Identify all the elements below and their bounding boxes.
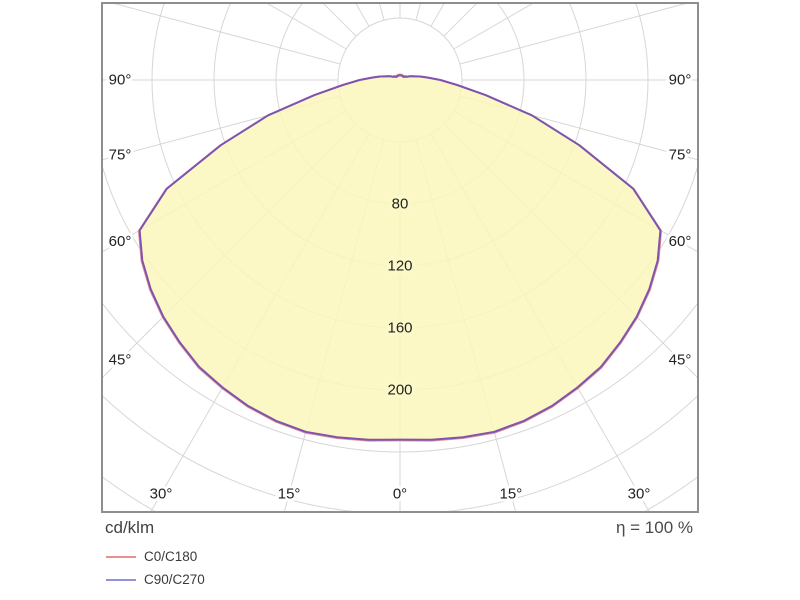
angle-label-left: 75° (109, 147, 132, 164)
grid-spoke (265, 3, 347, 50)
grid-spoke (453, 3, 535, 50)
radial-tick-label: 160 (387, 320, 412, 337)
units-label: cd/klm (105, 518, 155, 537)
angle-label-bottom: 0° (393, 486, 407, 503)
angle-label-bottom: 15° (278, 486, 301, 503)
grid-spoke (322, 3, 357, 37)
legend: C0/C180 C90/C270 (106, 548, 205, 594)
legend-swatch-c90-c270 (106, 578, 136, 581)
angle-label-right: 90° (669, 72, 692, 89)
grid-spoke (102, 95, 341, 161)
angle-label-left: 60° (109, 233, 132, 250)
angle-label-bottom: 15° (500, 486, 523, 503)
radial-tick-label: 200 (387, 382, 412, 399)
efficiency-label: η = 100 % (615, 518, 693, 537)
grid-spoke (459, 95, 698, 161)
angle-label-left: 90° (109, 72, 132, 89)
legend-label-c0-c180: C0/C180 (144, 548, 198, 564)
legend-swatch-c0-c180 (106, 555, 136, 558)
angle-label-right: 45° (669, 352, 692, 369)
grid-spoke (443, 3, 478, 37)
plot-frame (101, 2, 699, 513)
legend-item-c0-c180: C0/C180 (106, 548, 205, 565)
grid-spoke (110, 3, 341, 65)
angle-label-right: 75° (669, 147, 692, 164)
curve-c90-c270 (138, 74, 662, 441)
angle-label-bottom: 30° (628, 486, 651, 503)
radial-tick-label: 120 (387, 258, 412, 275)
legend-item-c90-c270: C90/C270 (106, 571, 205, 588)
angle-label-right: 60° (669, 233, 692, 250)
radial-tick-label: 80 (392, 196, 409, 213)
angle-label-bottom: 30° (150, 486, 173, 503)
intensity-fill (139, 75, 661, 440)
angle-label-left: 45° (109, 352, 132, 369)
grid-spoke (459, 3, 690, 65)
legend-label-c90-c270: C90/C270 (144, 571, 205, 587)
